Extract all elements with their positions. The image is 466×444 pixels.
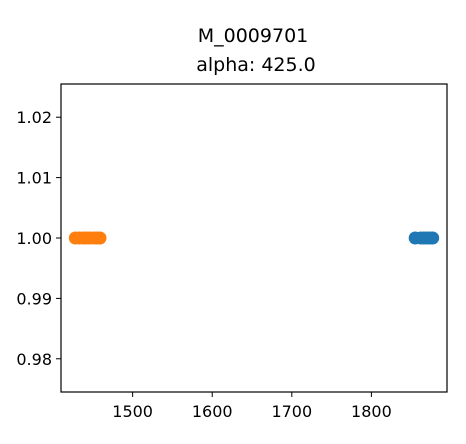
y-tick-label: 1.02 xyxy=(16,108,52,127)
chart-subtitle: alpha: 425.0 xyxy=(196,54,316,76)
y-tick-label: 1.01 xyxy=(16,169,52,188)
y-tick-label: 1.00 xyxy=(16,229,52,248)
x-tick-label: 1500 xyxy=(112,402,153,421)
plot-frame xyxy=(60,83,448,393)
y-tick-label: 0.99 xyxy=(16,289,52,308)
data-point xyxy=(426,231,440,245)
y-tick-label: 0.98 xyxy=(16,350,52,369)
chart-title: M_0009701 xyxy=(198,25,309,47)
plot-area: 1500 1600 1700 1800 0.98 0.99 1.00 1.01 1.02 xyxy=(16,83,448,421)
data-point xyxy=(93,231,107,245)
x-tick-label: 1800 xyxy=(351,402,392,421)
x-tick-label: 1700 xyxy=(271,402,312,421)
x-tick-label: 1600 xyxy=(192,402,233,421)
